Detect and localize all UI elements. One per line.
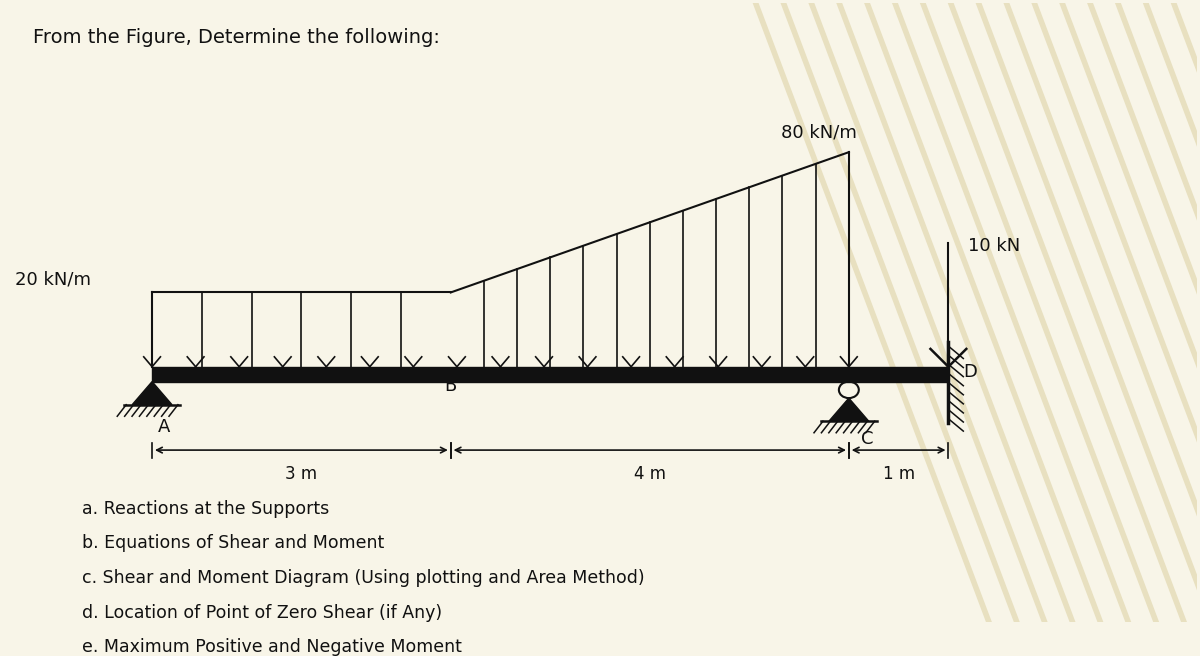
Text: 4 m: 4 m [634, 465, 666, 483]
Text: 10 kN: 10 kN [968, 237, 1020, 255]
Text: 3 m: 3 m [286, 465, 318, 483]
Text: From the Figure, Determine the following:: From the Figure, Determine the following… [32, 28, 439, 47]
Text: D: D [964, 363, 977, 381]
Polygon shape [829, 398, 869, 421]
Text: d. Location of Point of Zero Shear (if Any): d. Location of Point of Zero Shear (if A… [83, 604, 443, 622]
Text: C: C [860, 430, 874, 448]
Text: a. Reactions at the Supports: a. Reactions at the Supports [83, 500, 330, 518]
Bar [152, 367, 948, 382]
Text: 20 kN/m: 20 kN/m [14, 270, 90, 288]
Text: B: B [444, 377, 457, 395]
Text: 1 m: 1 m [882, 465, 914, 483]
Text: b. Equations of Shear and Moment: b. Equations of Shear and Moment [83, 534, 385, 552]
Text: A: A [158, 418, 170, 436]
Text: 80 kN/m: 80 kN/m [781, 123, 857, 141]
Text: e. Maximum Positive and Negative Moment: e. Maximum Positive and Negative Moment [83, 638, 462, 656]
Polygon shape [132, 382, 172, 405]
Text: c. Shear and Moment Diagram (Using plotting and Area Method): c. Shear and Moment Diagram (Using plott… [83, 569, 646, 587]
